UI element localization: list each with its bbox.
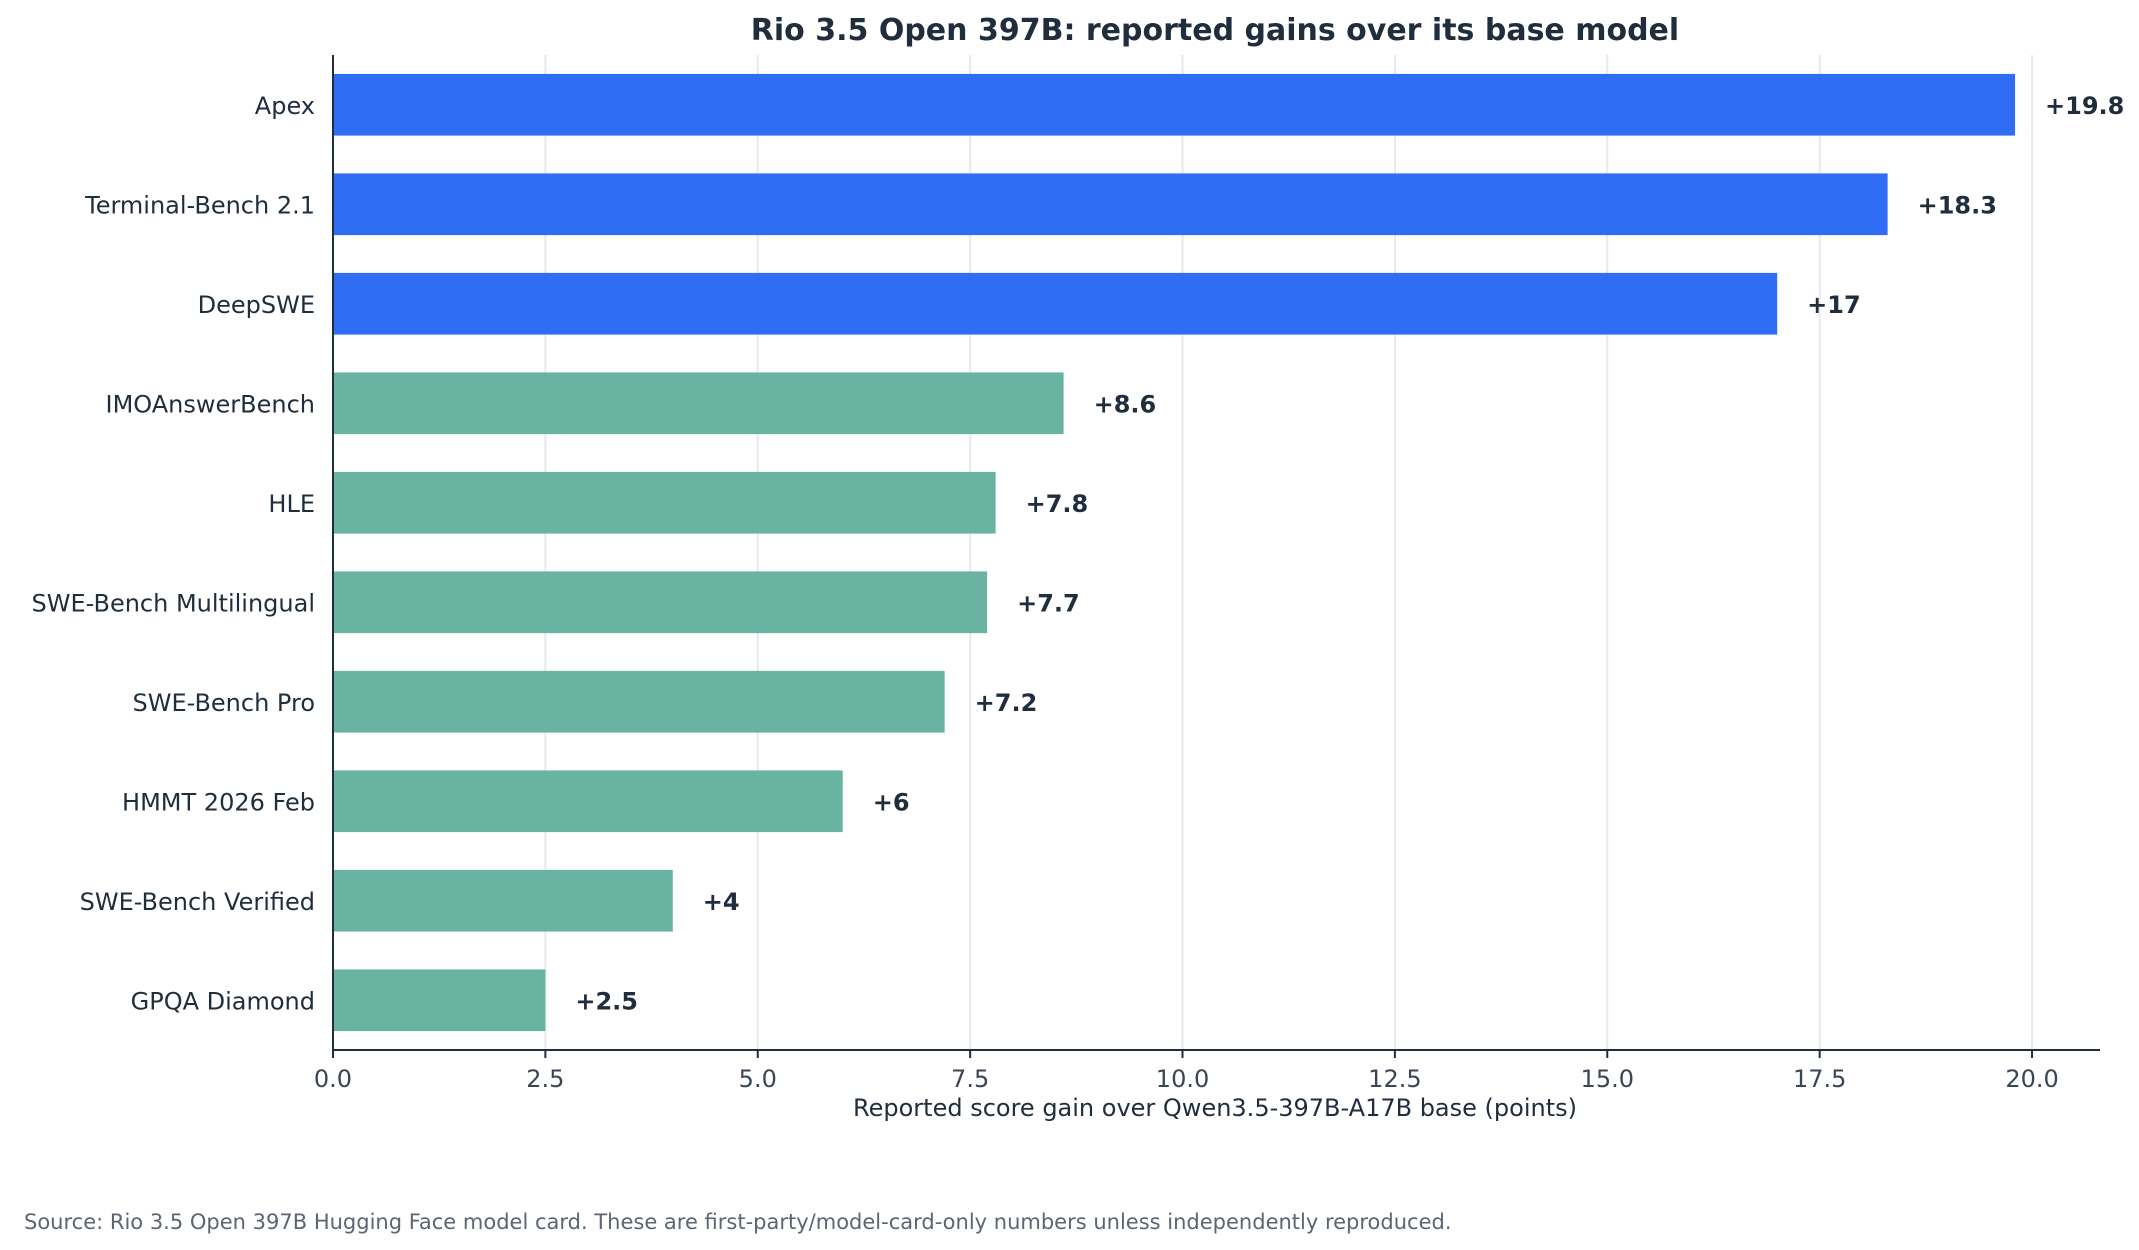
- x-tick-label: 10.0: [1156, 1065, 1209, 1093]
- data-label: +18.3: [1918, 191, 1997, 219]
- bar: [333, 670, 945, 733]
- data-label: +6: [873, 788, 910, 816]
- y-tick-label: HMMT 2026 Feb: [122, 788, 315, 816]
- data-label: +7.2: [975, 689, 1038, 717]
- x-tick-label: 17.5: [1793, 1065, 1846, 1093]
- data-label: +8.6: [1094, 390, 1157, 418]
- bar: [333, 969, 546, 1032]
- data-label: +17: [1807, 291, 1861, 319]
- x-tick-label: 5.0: [739, 1065, 777, 1093]
- y-tick-label: SWE-Bench Multilingual: [32, 589, 315, 617]
- source-note: Source: Rio 3.5 Open 397B Hugging Face m…: [24, 1210, 1452, 1234]
- y-tick-label: GPQA Diamond: [131, 987, 315, 1015]
- bar: [333, 571, 988, 634]
- x-tick-label: 0.0: [314, 1065, 352, 1093]
- bar: [333, 173, 1888, 236]
- data-label: +7.7: [1017, 589, 1080, 617]
- bars: [333, 73, 2016, 1032]
- y-axis-labels: Apex Terminal-Bench 2.1 DeepSWE IMOAnswerBe…: [32, 92, 315, 1016]
- x-tick-label: 12.5: [1368, 1065, 1421, 1093]
- data-label: +2.5: [575, 987, 638, 1015]
- x-tick-label: 2.5: [526, 1065, 564, 1093]
- y-tick-label: IMOAnswerBench: [106, 390, 316, 418]
- y-tick-label: SWE-Bench Verified: [80, 888, 315, 916]
- y-tick-label: DeepSWE: [198, 291, 315, 319]
- y-tick-label: HLE: [268, 490, 315, 518]
- data-label: +7.8: [1026, 490, 1089, 518]
- x-axis-label: Reported score gain over Qwen3.5-397B-A1…: [853, 1094, 1577, 1122]
- y-tick-label: Apex: [255, 92, 315, 120]
- bar: [333, 770, 843, 833]
- y-tick-label: SWE-Bench Pro: [133, 689, 315, 717]
- bar: [333, 272, 1778, 335]
- data-labels: +19.8 +18.3 +17 +8.6 +7.8 +7.7 +7.2 +6 +4 +2.5: [575, 92, 2124, 1016]
- data-label: +4: [703, 888, 740, 916]
- data-label: +19.8: [2045, 92, 2124, 120]
- bar: [333, 372, 1064, 435]
- bar: [333, 73, 2016, 136]
- x-tick-label: 7.5: [951, 1065, 989, 1093]
- bar: [333, 471, 996, 534]
- x-axis-ticks: 0.0 2.5 5.0 7.5 10.0 12.5 15.0 17.5 20.0: [314, 1050, 2059, 1093]
- chart-title: Rio 3.5 Open 397B: reported gains over i…: [751, 13, 1679, 48]
- x-tick-label: 15.0: [1581, 1065, 1634, 1093]
- bar: [333, 869, 673, 932]
- y-tick-label: Terminal-Bench 2.1: [84, 191, 315, 219]
- x-tick-label: 20.0: [2005, 1065, 2058, 1093]
